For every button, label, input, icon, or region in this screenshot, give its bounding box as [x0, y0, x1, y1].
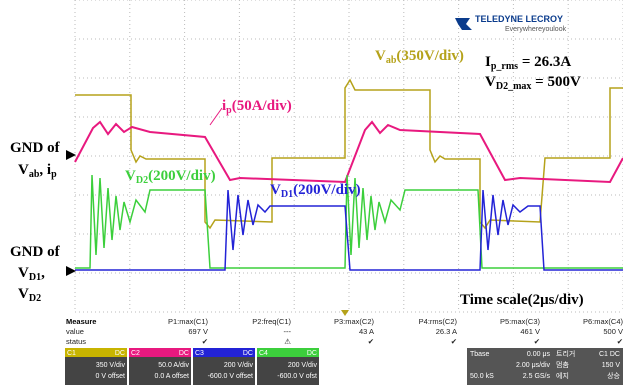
logo-icon	[455, 18, 472, 30]
channel-coupling: DC	[307, 350, 317, 357]
measure-status: ✔	[451, 337, 457, 346]
annotation: VD2	[18, 286, 41, 304]
channel-name: C1	[67, 350, 76, 357]
timebase-rate: 2.00 μs/div	[516, 362, 550, 369]
measure-status: ✔	[534, 337, 540, 346]
measure-status: ✔	[617, 337, 623, 346]
logo-tagline: Everywhereyoulook	[505, 26, 567, 33]
channel-scale: 350 V/div	[96, 362, 126, 369]
measure-status: ⚠	[284, 337, 291, 346]
timebase-samples: 50.0 kS	[470, 373, 494, 380]
trigger-slope: 상승	[607, 371, 620, 380]
measure-value: 500 V	[603, 327, 623, 336]
measure-header: P5:max(C3)	[500, 317, 541, 326]
annotation: VD2(200V/div)	[125, 168, 216, 186]
ground-marker	[66, 266, 76, 276]
channel-name: C4	[259, 350, 268, 357]
measure-value: 697 V	[188, 327, 208, 336]
trigger-marker	[341, 310, 349, 316]
channel-coupling: DC	[115, 350, 125, 357]
channel-coupling: DC	[243, 350, 253, 357]
channel-scale: 50.0 A/div	[158, 362, 189, 369]
measure-row-label: Measure	[66, 317, 96, 326]
trigger-label: 트리거	[556, 349, 575, 358]
annotation: GND of	[10, 140, 61, 156]
measure-row-label: status	[66, 337, 86, 346]
annotation: Ip_rms = 26.3A	[485, 54, 571, 72]
measure-header: P1:max(C1)	[168, 317, 209, 326]
trigger-mode: 멈춤	[556, 360, 569, 369]
measure-header: P4:rms(C2)	[419, 317, 458, 326]
annotation: VD1(200V/div)	[270, 182, 361, 200]
measure-value: 43 A	[359, 327, 374, 336]
logo-brand: TELEDYNE LECROY	[475, 14, 563, 24]
annotation: GND of	[10, 244, 61, 260]
channel-offset: 0 V offset	[96, 373, 126, 380]
annotation: VD1,	[18, 265, 45, 283]
channel-scale: 200 V/div	[224, 362, 254, 369]
measure-status: ✔	[202, 337, 208, 346]
channel-offset: 0.0 A offset	[154, 373, 189, 380]
channel-name: C2	[131, 350, 140, 357]
measure-value: ---	[284, 327, 292, 336]
timebase-sample-rate: 2.5 GS/s	[523, 373, 551, 380]
trigger-source: C1 DC	[599, 351, 620, 358]
measure-status: ✔	[368, 337, 374, 346]
measure-value: 461 V	[520, 327, 540, 336]
channel-offset: -600.0 V ofst	[277, 373, 317, 380]
scope-screen: TELEDYNE LECROY Everywhereyoulook Vab(35…	[0, 0, 623, 385]
annotation: Vab, ip	[18, 162, 57, 180]
annotation: Time scale(2μs/div)	[460, 292, 584, 308]
measure-header: P3:max(C2)	[334, 317, 375, 326]
annotation: VD2_max = 500V	[485, 74, 581, 92]
annotation: ip(50A/div)	[222, 98, 292, 116]
channel-scale: 200 V/div	[288, 362, 318, 369]
trigger-type: 에지	[556, 371, 569, 380]
measure-row-label: value	[66, 327, 84, 336]
ground-marker	[66, 150, 76, 160]
measure-header: P2:freq(C1)	[252, 317, 291, 326]
measure-value: 26.3 A	[436, 327, 457, 336]
trigger-level: 150 V	[602, 362, 621, 369]
measure-header: P6:max(C4)	[583, 317, 623, 326]
channel-offset: -600.0 V offset	[208, 373, 253, 380]
timebase-delay: 0.00 μs	[527, 351, 551, 358]
channel-coupling: DC	[179, 350, 189, 357]
timebase-label: Tbase	[470, 351, 490, 358]
channel-name: C3	[195, 350, 204, 357]
annotation: Vab(350V/div)	[375, 48, 464, 66]
